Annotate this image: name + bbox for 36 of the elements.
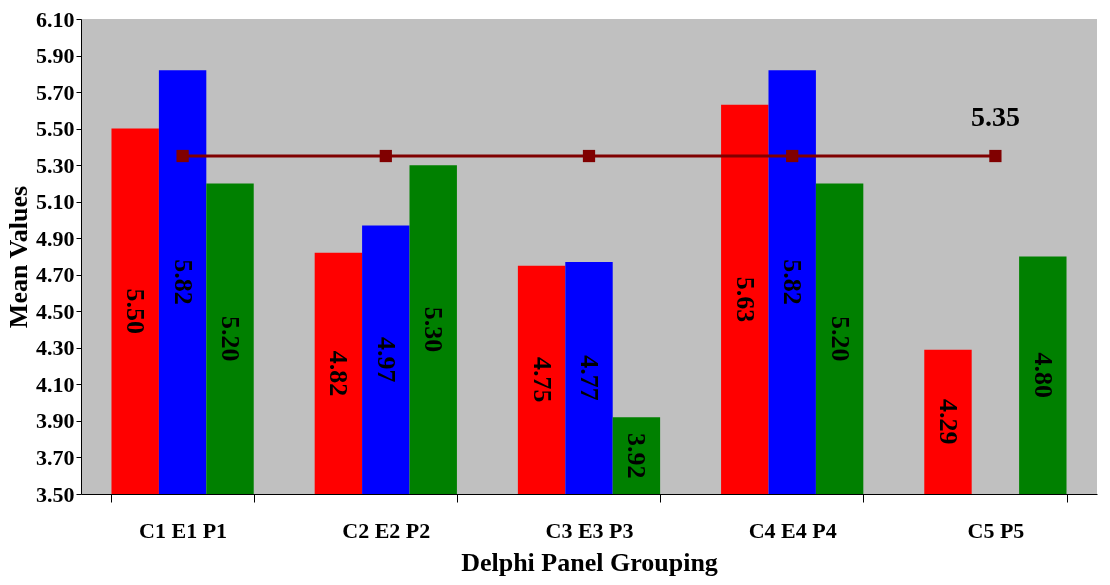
data-label: 3.92 (622, 432, 652, 479)
data-label: 4.82 (324, 350, 354, 397)
x-tick-label: C1 E1 P1 (139, 517, 228, 543)
data-label: 4.97 (371, 336, 401, 383)
y-tick-label: 3.70 (36, 444, 75, 470)
data-label: 5.20 (825, 315, 855, 362)
x-tick-label: C4 E4 P4 (748, 517, 837, 543)
y-tick-label: 5.10 (36, 189, 75, 215)
y-tick-label: 4.70 (36, 262, 75, 288)
data-label: 5.20 (216, 315, 246, 362)
x-tick-label: C3 E3 P3 (545, 517, 634, 543)
data-label: 5.63 (730, 276, 760, 323)
data-label: 5.82 (778, 259, 808, 305)
y-tick-label: 5.50 (36, 116, 75, 142)
y-tick-label: 4.10 (36, 371, 75, 397)
data-label: 4.75 (527, 357, 557, 403)
y-tick-label: 3.90 (36, 408, 75, 434)
data-label: 4.80 (1028, 352, 1058, 398)
data-label: 4.77 (575, 355, 604, 401)
y-tick-label: 4.50 (36, 298, 75, 324)
x-tick-label: C2 E2 P2 (342, 517, 431, 543)
y-tick-label: 3.50 (36, 481, 75, 507)
data-label: 5.50 (121, 288, 151, 335)
y-tick-label: 5.90 (36, 43, 75, 69)
y-tick-label: 4.90 (36, 225, 75, 251)
data-label: 4.29 (933, 399, 963, 445)
y-axis-title: Mean Values (4, 185, 33, 329)
y-tick-label: 6.10 (36, 6, 75, 32)
x-axis-title: Delphi Panel Grouping (461, 547, 718, 577)
data-label: 5.82 (168, 259, 198, 305)
data-label: 5.35 (970, 101, 1020, 133)
y-tick-label: 5.70 (36, 79, 75, 105)
y-tick-label: 4.30 (36, 335, 75, 361)
data-label: 5.30 (419, 306, 449, 353)
x-tick-label: C5 P5 (967, 517, 1025, 543)
y-tick-label: 5.30 (36, 152, 75, 178)
